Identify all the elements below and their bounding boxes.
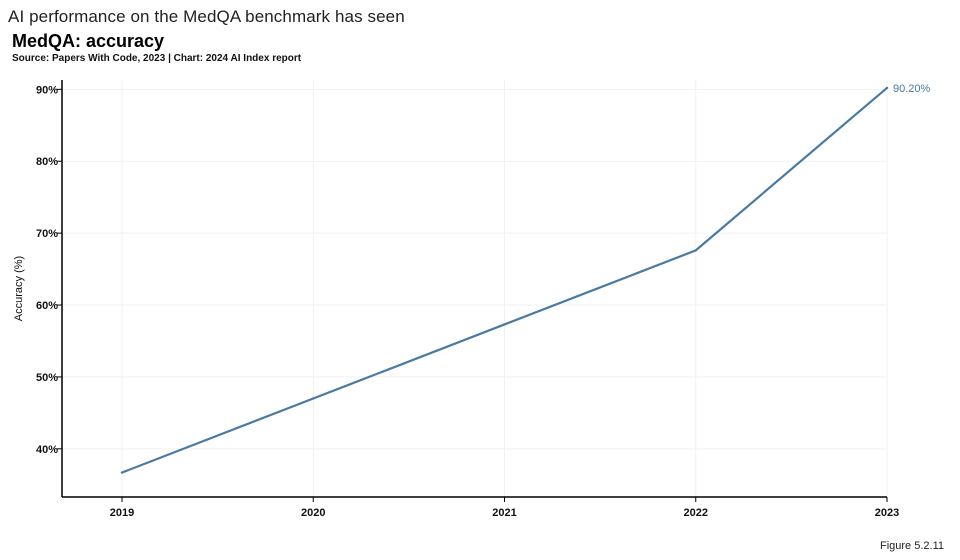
data-label-0: 90.20%: [893, 83, 931, 95]
y-tick-label-3: 70%: [36, 228, 58, 240]
x-tick-label-3: 2022: [684, 507, 708, 519]
data-point-0-3: [694, 249, 697, 252]
chart-labels: Accuracy (%) 90.20%: [13, 83, 931, 321]
x-tick-label-0: 2019: [110, 507, 134, 519]
chart-series: [120, 86, 889, 474]
figure-label: Figure 5.2.11: [879, 540, 944, 552]
chart-source: Source: Papers With Code, 2023 | Chart: …: [12, 53, 302, 64]
data-point-0-1: [312, 397, 315, 400]
data-point-0-4: [885, 86, 889, 90]
y-tick-label-2: 60%: [36, 300, 58, 312]
chart-ticks: 40% 50% 60% 70% 80% 90% 2019 2020 2021 2022 2023: [36, 84, 899, 519]
data-point-0-0: [120, 471, 124, 474]
chart-axes: [61, 80, 887, 498]
y-tick-label-5: 90%: [36, 84, 58, 96]
y-tick-label-0: 40%: [36, 444, 58, 456]
page-heading: AI performance on the MedQA benchmark ha…: [8, 7, 405, 26]
y-axis-title: Accuracy (%): [13, 256, 25, 321]
chart-title: MedQA: accuracy: [12, 31, 165, 51]
y-tick-label-4: 80%: [36, 156, 58, 168]
x-tick-label-1: 2020: [301, 507, 325, 519]
data-point-0-2: [503, 323, 506, 326]
chart-grid: [62, 80, 888, 497]
x-tick-label-4: 2023: [875, 507, 899, 519]
y-tick-label-1: 50%: [36, 372, 58, 384]
x-tick-label-2: 2021: [492, 507, 516, 519]
